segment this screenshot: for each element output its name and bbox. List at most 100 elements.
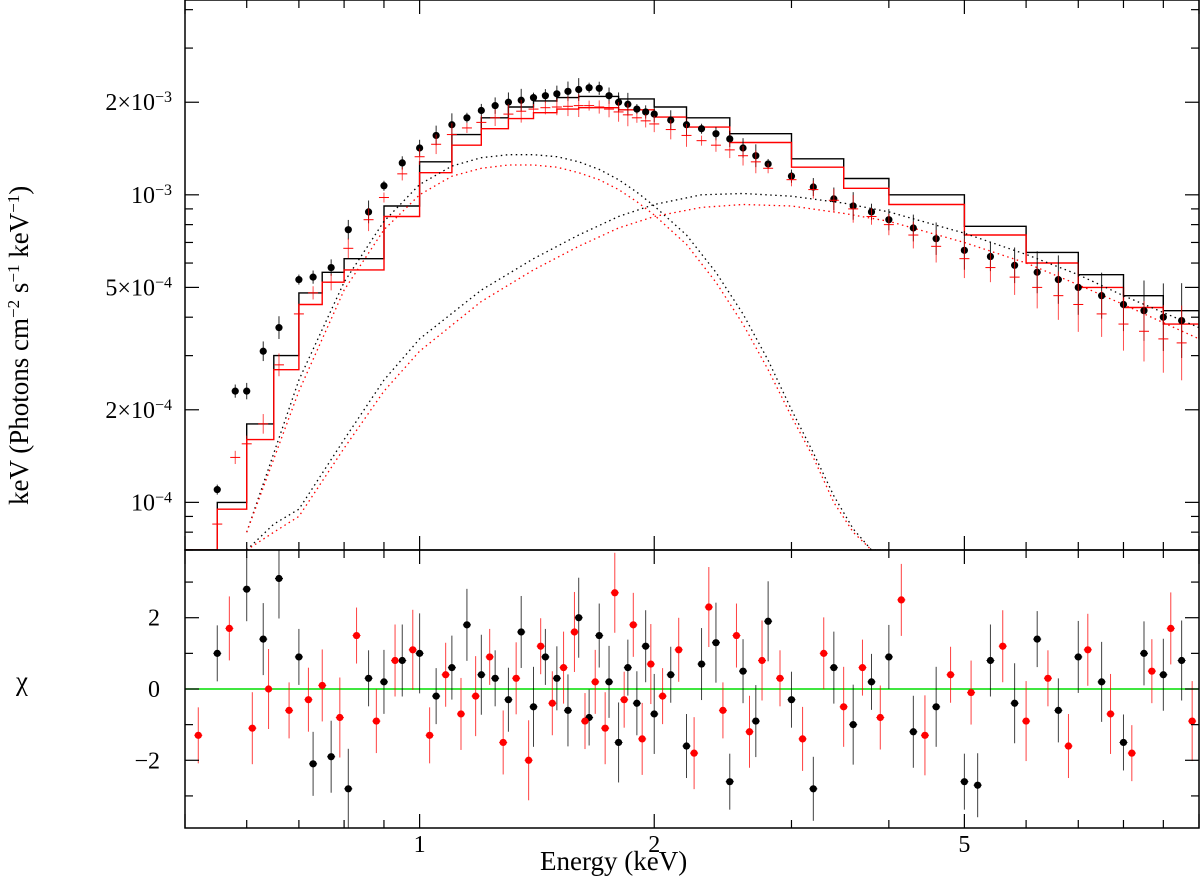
residual-point bbox=[1033, 635, 1041, 643]
residual-point bbox=[327, 753, 335, 761]
residual-point bbox=[967, 688, 975, 697]
spectrum-point-black bbox=[605, 92, 613, 100]
spectrum-point-black bbox=[398, 159, 406, 167]
residual-point bbox=[752, 717, 760, 725]
residual-point bbox=[491, 674, 499, 682]
residual-point bbox=[1044, 674, 1052, 682]
y-tick-label: 2×10−3 bbox=[105, 89, 172, 117]
residual-point bbox=[517, 628, 525, 636]
residual-point bbox=[705, 603, 713, 611]
spectrum-point-black bbox=[650, 110, 658, 118]
residual-point bbox=[620, 696, 628, 704]
y-tick-exponent: −4 bbox=[155, 396, 172, 413]
residual-point bbox=[885, 653, 893, 661]
ylabel-part: ) bbox=[4, 186, 34, 195]
y-tick-mantissa: 2×10 bbox=[105, 398, 155, 424]
res-y-tick-label: −2 bbox=[134, 748, 160, 774]
residual-point bbox=[248, 724, 256, 732]
residual-point bbox=[605, 678, 613, 686]
residual-point bbox=[1098, 678, 1106, 686]
residual-point bbox=[553, 674, 561, 682]
spectrum-point-black bbox=[344, 226, 352, 234]
residual-point bbox=[1064, 742, 1073, 750]
residual-point bbox=[380, 678, 388, 686]
residual-point bbox=[739, 667, 747, 675]
spectrum-plot-frame bbox=[184, 0, 1200, 551]
ylabel-part: keV (Photons cm bbox=[4, 318, 34, 505]
residual-point bbox=[1022, 717, 1030, 725]
spectrum-point-black bbox=[712, 130, 720, 138]
residual-point bbox=[840, 703, 848, 711]
ylabel-part: keV bbox=[4, 212, 34, 264]
residual-point bbox=[477, 671, 485, 679]
residual-point bbox=[336, 713, 344, 722]
residual-point bbox=[611, 589, 619, 597]
residual-point bbox=[398, 656, 406, 665]
residual-point bbox=[849, 721, 857, 729]
residual-point bbox=[809, 785, 817, 793]
residual-point bbox=[416, 649, 424, 657]
residual-point bbox=[633, 699, 641, 707]
model-line-5 bbox=[246, 203, 1199, 550]
residual-point bbox=[194, 731, 202, 739]
residual-point bbox=[504, 696, 513, 704]
y-tick-label: 2×10−4 bbox=[105, 396, 172, 424]
residual-point bbox=[650, 710, 658, 718]
residual-point bbox=[974, 781, 982, 789]
model-line-2 bbox=[246, 154, 889, 550]
residual-point bbox=[719, 706, 727, 714]
residual-point bbox=[409, 646, 417, 654]
residual-point bbox=[867, 678, 876, 686]
y-tick-label: 5×10−4 bbox=[105, 274, 172, 302]
residual-point bbox=[1054, 706, 1062, 714]
residual-point bbox=[638, 735, 646, 743]
residual-point bbox=[960, 778, 968, 786]
spectrum-point-black bbox=[564, 87, 572, 95]
residual-point bbox=[1140, 649, 1148, 657]
residual-point bbox=[820, 649, 828, 657]
residual-point bbox=[629, 621, 637, 629]
x-tick-label: 2 bbox=[648, 832, 660, 858]
spectrum-point-black bbox=[575, 85, 583, 94]
spectrum-point-black bbox=[633, 105, 641, 113]
residual-point bbox=[499, 738, 507, 747]
residual-plot-frame bbox=[184, 549, 1200, 829]
residual-point bbox=[909, 728, 917, 736]
residual-point bbox=[1159, 671, 1167, 679]
spectrum-point-black bbox=[213, 486, 221, 494]
residual-point bbox=[548, 699, 556, 707]
y-axis-label-spectrum: keV (Photons cm−2 s−1 keV−1) bbox=[4, 186, 35, 505]
x-axis-label: Energy (keV) bbox=[540, 846, 687, 876]
residual-point bbox=[512, 674, 520, 682]
y-tick-exponent: −4 bbox=[155, 274, 172, 291]
residual-point bbox=[259, 635, 267, 643]
residual-point bbox=[1148, 667, 1156, 675]
residual-point bbox=[309, 760, 317, 768]
model-line-3 bbox=[246, 164, 889, 550]
spectrum-point-black bbox=[327, 263, 335, 272]
residual-point bbox=[921, 731, 929, 739]
model-line-0 bbox=[185, 95, 1199, 550]
x-tick-label: 1 bbox=[414, 832, 426, 858]
residual-point bbox=[570, 628, 579, 636]
residual-point bbox=[304, 696, 313, 704]
spectrum-point-black bbox=[380, 182, 388, 190]
spectrum-point-black bbox=[529, 94, 538, 102]
ylabel-sup: −1 bbox=[4, 265, 23, 283]
spectrum-point-black bbox=[491, 102, 499, 110]
residual-point bbox=[463, 621, 471, 629]
residual-point bbox=[986, 656, 995, 665]
spectrum-point-black bbox=[416, 144, 424, 152]
residual-point bbox=[372, 717, 380, 725]
residual-point bbox=[624, 664, 632, 672]
model-line-4 bbox=[246, 192, 1199, 550]
residual-point bbox=[897, 596, 905, 604]
residual-point bbox=[776, 674, 784, 682]
residual-point bbox=[830, 664, 838, 672]
ylabel-sup: −2 bbox=[4, 300, 23, 318]
residual-point bbox=[432, 692, 440, 700]
ylabel-part: s bbox=[4, 283, 34, 300]
residual-point bbox=[798, 735, 807, 743]
residual-point bbox=[1178, 656, 1186, 665]
residual-point bbox=[614, 738, 623, 747]
